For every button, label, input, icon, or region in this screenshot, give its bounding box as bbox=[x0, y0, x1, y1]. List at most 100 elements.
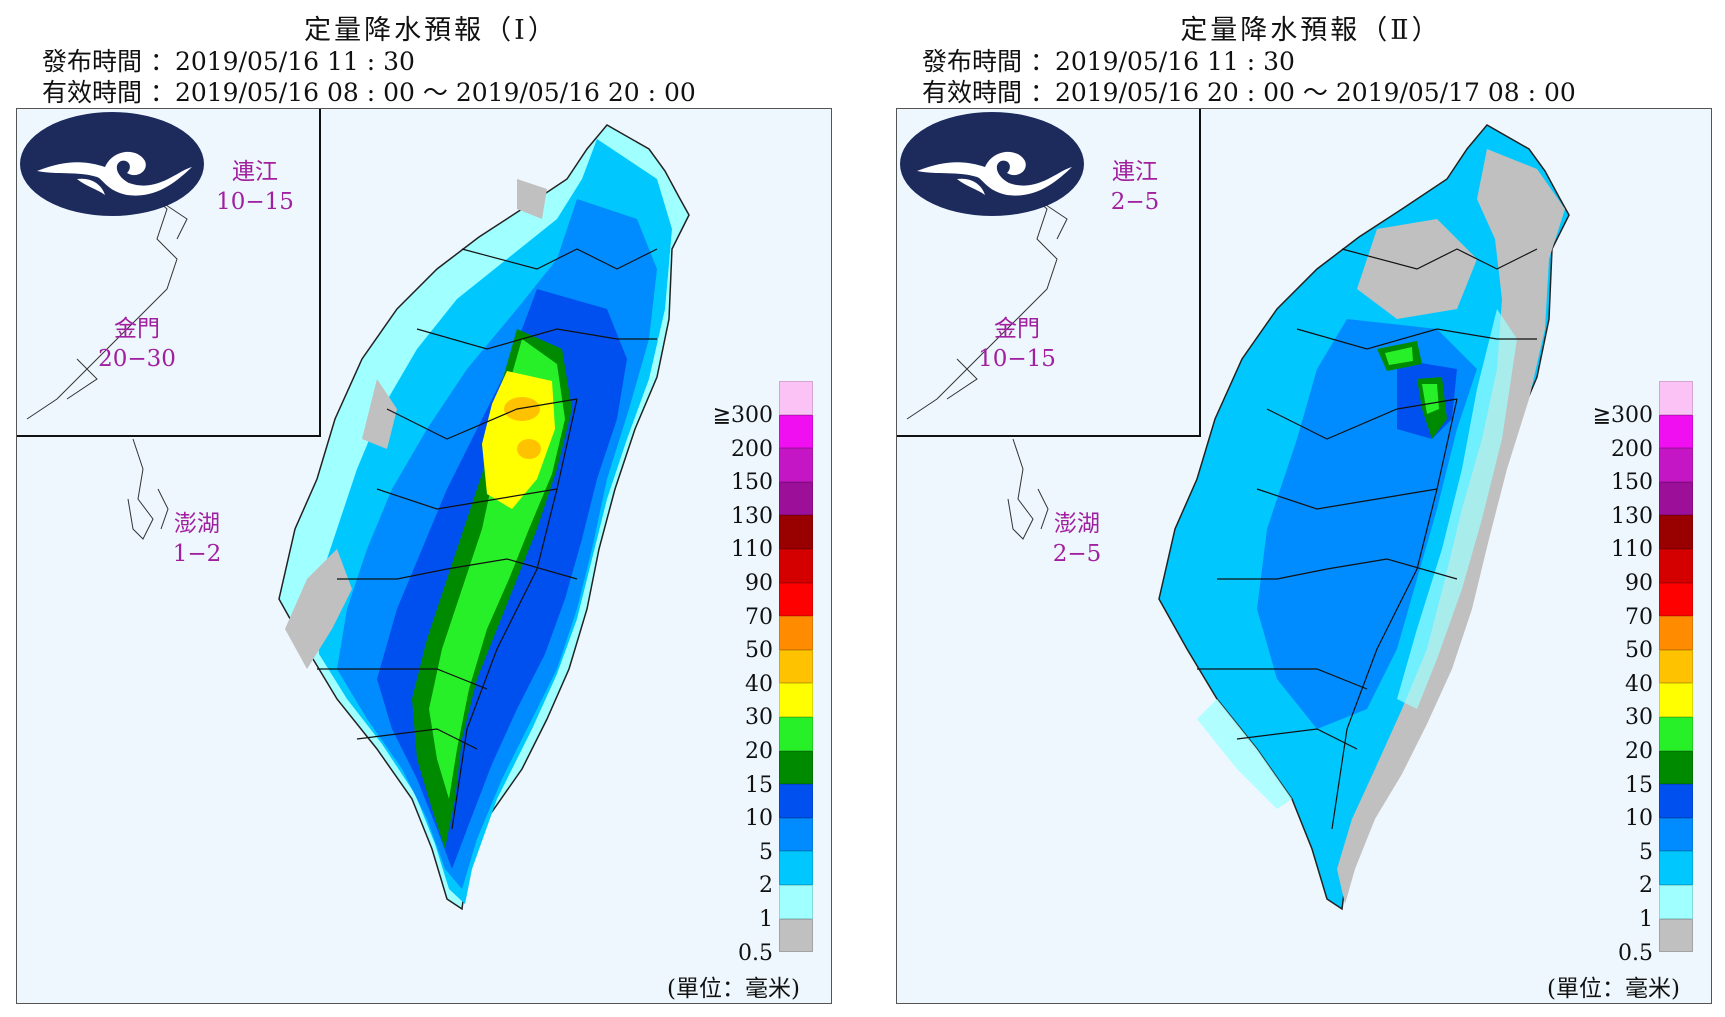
unit-label: (單位：毫米) bbox=[667, 976, 800, 1002]
legend-tick: 150 bbox=[731, 470, 773, 496]
rain-1mm-area bbox=[1197, 699, 1292, 809]
legend-tick: 110 bbox=[1611, 537, 1653, 563]
legend-swatch bbox=[1659, 716, 1693, 751]
rain-20mm-area bbox=[1422, 384, 1439, 414]
matsu-label: 連江 2−5 bbox=[1075, 157, 1195, 217]
valid-time: 有效時間 ：2019/05/16 20 : 00 ～ 2019/05/17 08… bbox=[922, 78, 1576, 107]
legend-swatch bbox=[779, 381, 813, 415]
legend-tick: 15 bbox=[745, 772, 773, 798]
penghu-value: 1−2 bbox=[172, 541, 222, 567]
legend-swatch bbox=[1659, 918, 1693, 953]
county-boundaries bbox=[1197, 248, 1538, 830]
no-rain-area bbox=[285, 549, 352, 669]
legend-tick: ≧300 bbox=[1592, 403, 1653, 428]
cwb-logo bbox=[900, 112, 1084, 216]
legend-swatch bbox=[1659, 750, 1693, 785]
no-rain-area bbox=[517, 179, 547, 219]
legend-tick: 70 bbox=[1625, 604, 1653, 630]
penghu-label: 澎湖 2−5 bbox=[1017, 509, 1137, 569]
legend-swatch bbox=[779, 918, 813, 953]
legend-swatch bbox=[779, 414, 813, 449]
legend-tick: 2 bbox=[759, 873, 773, 899]
rainfall-map: 連江 10−15 金門 20−30 澎湖 1−2 bbox=[16, 108, 832, 1004]
legend-swatch bbox=[1659, 683, 1693, 717]
legend-swatch bbox=[1659, 481, 1693, 516]
legend-swatch bbox=[779, 884, 813, 919]
penghu-value: 2−5 bbox=[1052, 541, 1102, 567]
legend-tick: ≧300 bbox=[712, 403, 773, 428]
legend-tick: 0.5 bbox=[738, 940, 773, 966]
taiwan-rainfall-svg bbox=[278, 124, 690, 911]
legend-tick: 150 bbox=[1611, 470, 1653, 496]
matsu-label: 連江 10−15 bbox=[195, 157, 315, 217]
valid-time: 有效時間 ：2019/05/16 08 : 00 ～ 2019/05/16 20… bbox=[42, 78, 696, 107]
rainfall-legend bbox=[1659, 381, 1693, 953]
legend-swatch bbox=[779, 851, 813, 885]
legend-swatch bbox=[779, 683, 813, 717]
legend-tick: 20 bbox=[1625, 738, 1653, 764]
legend-tick: 70 bbox=[745, 604, 773, 630]
penghu-name: 澎湖 bbox=[174, 511, 220, 537]
issue-time: 發布時間 ：2019/05/16 11 : 30 bbox=[42, 47, 415, 76]
legend-swatch bbox=[779, 649, 813, 684]
kinmen-value: 20−30 bbox=[98, 346, 176, 372]
legend-tick: 5 bbox=[1639, 839, 1653, 865]
legend-tick: 90 bbox=[1625, 570, 1653, 596]
legend-tick: 200 bbox=[731, 436, 773, 462]
panel-title: 定量降水預報（Ⅱ） bbox=[1180, 15, 1442, 46]
unit-label: (單位：毫米) bbox=[1547, 976, 1680, 1002]
penghu-name: 澎湖 bbox=[1054, 511, 1100, 537]
legend-swatch bbox=[1659, 784, 1693, 818]
legend-swatch bbox=[1659, 548, 1693, 583]
matsu-name: 連江 bbox=[1112, 159, 1158, 185]
legend-tick: 30 bbox=[1625, 705, 1653, 731]
legend-tick: 1 bbox=[1639, 906, 1653, 932]
rainfall-legend bbox=[779, 381, 813, 953]
legend-tick: 50 bbox=[1625, 638, 1653, 664]
legend-swatch bbox=[1659, 616, 1693, 650]
legend-swatch bbox=[1659, 448, 1693, 482]
legend-swatch bbox=[1659, 817, 1693, 852]
penghu-islands bbox=[1007, 438, 1049, 540]
legend-ticks: ≧300 200 150 130 110 90 70 50 40 30 20 1… bbox=[697, 399, 773, 970]
rainfall-map: 連江 2−5 金門 10−15 澎湖 2−5 bbox=[896, 108, 1712, 1004]
legend-tick: 10 bbox=[1625, 806, 1653, 832]
kinmen-label: 金門 20−30 bbox=[77, 314, 197, 374]
legend-swatch bbox=[779, 548, 813, 583]
legend-swatch bbox=[1659, 851, 1693, 885]
legend-tick: 10 bbox=[745, 806, 773, 832]
penghu-islands bbox=[127, 438, 169, 540]
legend-ticks: ≧300 200 150 130 110 90 70 50 40 30 20 1… bbox=[1577, 399, 1653, 970]
legend-swatch bbox=[1659, 381, 1693, 415]
legend-swatch bbox=[779, 750, 813, 785]
legend-swatch bbox=[779, 817, 813, 852]
legend-swatch bbox=[1659, 414, 1693, 449]
rain-40mm-spot bbox=[517, 439, 541, 459]
legend-swatch bbox=[779, 448, 813, 482]
issue-time: 發布時間 ：2019/05/16 11 : 30 bbox=[922, 47, 1295, 76]
kinmen-name: 金門 bbox=[994, 316, 1040, 342]
qpf-panel-2: 定量降水預報（Ⅱ） 發布時間 ：2019/05/16 11 : 30 有效時間 … bbox=[880, 0, 1725, 1017]
legend-tick: 0.5 bbox=[1618, 940, 1653, 966]
legend-swatch bbox=[1659, 649, 1693, 684]
legend-swatch bbox=[779, 716, 813, 751]
kinmen-label: 金門 10−15 bbox=[957, 314, 1077, 374]
legend-tick: 15 bbox=[1625, 772, 1653, 798]
legend-swatch bbox=[1659, 884, 1693, 919]
matsu-value: 10−15 bbox=[216, 189, 294, 215]
legend-tick: 2 bbox=[1639, 873, 1653, 899]
no-rain-area bbox=[362, 379, 397, 449]
panel-title: 定量降水預報（Ⅰ） bbox=[304, 15, 558, 46]
rain-1mm-area bbox=[1397, 309, 1517, 709]
matsu-value: 2−5 bbox=[1110, 189, 1160, 215]
taiwan-rainfall-svg bbox=[1158, 124, 1570, 911]
legend-tick: 1 bbox=[759, 906, 773, 932]
legend-tick: 20 bbox=[745, 738, 773, 764]
rain-20mm-area bbox=[1385, 347, 1413, 365]
legend-swatch bbox=[1659, 582, 1693, 617]
legend-tick: 200 bbox=[1611, 436, 1653, 462]
legend-swatch bbox=[779, 616, 813, 650]
legend-swatch bbox=[779, 481, 813, 516]
matsu-name: 連江 bbox=[232, 159, 278, 185]
county-boundaries bbox=[317, 248, 658, 830]
